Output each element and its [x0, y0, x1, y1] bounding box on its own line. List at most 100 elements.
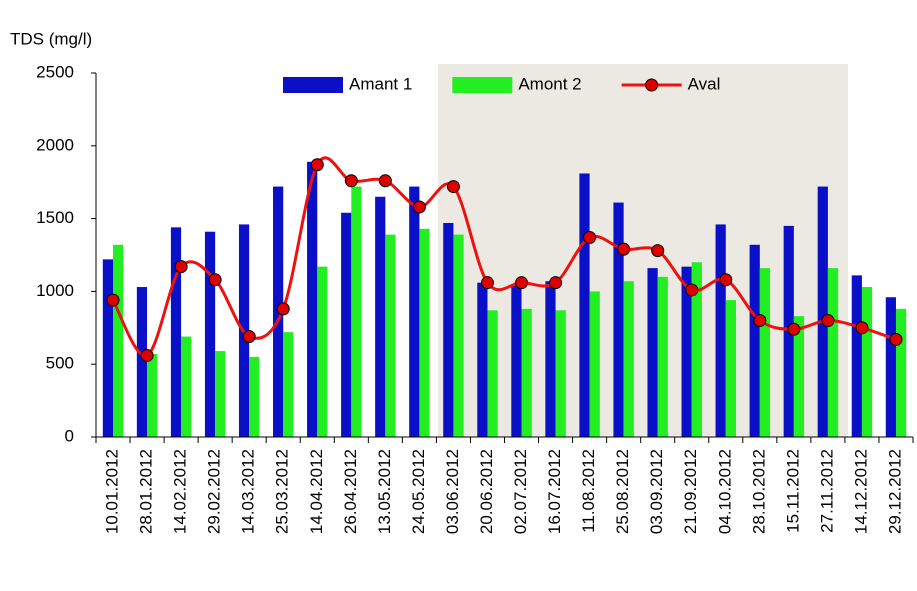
x-tick-label: 14.03.2012 [239, 449, 258, 534]
marker [753, 314, 767, 328]
bar [613, 202, 624, 437]
bar [749, 244, 760, 437]
bar [647, 268, 658, 437]
marker [549, 276, 563, 290]
y-tick-label: 2500 [36, 62, 74, 81]
y-tick-label: 2000 [36, 135, 74, 154]
marker [685, 283, 699, 297]
x-tick-label: 11.08.2012 [579, 449, 598, 533]
marker [855, 321, 869, 335]
x-tick-label: 29.12.2012 [885, 449, 904, 534]
x-tick-label: 27.11.2012 [817, 449, 836, 533]
bar [136, 287, 148, 437]
y-tick-label: 500 [46, 354, 74, 373]
marker [310, 158, 324, 172]
y-axis-title: TDS (mg/l) [10, 29, 92, 48]
bar [102, 259, 114, 437]
marker [719, 273, 733, 287]
bar [511, 284, 522, 437]
bar [589, 291, 600, 437]
x-tick-label: 02.07.2012 [511, 449, 530, 534]
legend-label: Amant 1 [349, 74, 412, 93]
bar [317, 266, 328, 437]
marker [821, 314, 835, 328]
marker [515, 276, 529, 290]
bar [204, 231, 216, 437]
bar [817, 186, 828, 437]
marker [106, 293, 120, 307]
bar [443, 222, 454, 437]
x-tick-label: 28.01.2012 [137, 449, 156, 534]
marker [583, 231, 597, 245]
bar [759, 268, 771, 437]
bar [147, 354, 158, 437]
marker [208, 273, 222, 287]
bar [691, 262, 702, 437]
marker [787, 322, 801, 336]
marker [344, 174, 358, 188]
marker [412, 200, 426, 214]
shaded-period [438, 64, 848, 437]
bar [851, 275, 862, 437]
bar [657, 276, 668, 437]
bar [885, 297, 896, 437]
x-tick-label: 04.10.2012 [715, 449, 734, 534]
y-tick-label: 1500 [36, 208, 74, 227]
y-tick-label: 1000 [36, 281, 74, 300]
bar [215, 351, 226, 437]
x-tick-label: 29.02.2012 [205, 449, 224, 534]
bar [351, 186, 362, 437]
bar [409, 186, 420, 437]
legend-marker [645, 78, 659, 92]
bar [249, 356, 260, 437]
bar [453, 234, 464, 437]
bar [623, 281, 634, 437]
bar [170, 227, 182, 437]
x-tick-label: 28.10.2012 [749, 449, 768, 534]
x-tick-label: 21.09.2012 [681, 449, 700, 534]
x-tick-label: 26.04.2012 [341, 449, 360, 534]
bar [375, 196, 386, 437]
x-tick-label: 20.06.2012 [477, 449, 496, 534]
x-tick-label: 03.09.2012 [647, 449, 666, 534]
bar [521, 308, 532, 437]
bar [895, 308, 907, 437]
x-tick-label: 14.04.2012 [307, 449, 326, 534]
marker [889, 332, 903, 346]
bar [545, 281, 556, 437]
marker [242, 330, 256, 344]
bar [283, 332, 294, 437]
bar [579, 173, 590, 438]
x-tick-label: 10.01.2012 [103, 449, 122, 534]
x-tick-label: 24.05.2012 [409, 449, 428, 534]
legend-swatch [283, 77, 343, 93]
bar [307, 161, 318, 438]
bar [681, 266, 692, 437]
bar [555, 310, 566, 437]
x-tick-label: 16.07.2012 [545, 449, 564, 534]
bar [385, 234, 396, 437]
x-tick-label: 25.03.2012 [273, 449, 292, 534]
marker [378, 174, 392, 188]
marker [140, 348, 154, 362]
bar [487, 310, 498, 437]
legend-label: Aval [688, 74, 721, 93]
marker [446, 180, 460, 194]
marker [480, 276, 494, 290]
bar [419, 228, 430, 437]
marker [174, 260, 188, 274]
bar [827, 268, 839, 437]
marker [651, 244, 665, 258]
bar [793, 316, 805, 437]
bar [725, 300, 736, 437]
x-tick-label: 15.11.2012 [783, 449, 802, 533]
bar [715, 224, 726, 437]
bar [861, 287, 873, 437]
bar [181, 336, 192, 437]
legend-label: Amont 2 [518, 74, 581, 93]
marker [276, 302, 290, 316]
x-tick-label: 03.06.2012 [443, 449, 462, 534]
x-tick-label: 14.12.2012 [851, 449, 870, 534]
marker [617, 242, 631, 256]
